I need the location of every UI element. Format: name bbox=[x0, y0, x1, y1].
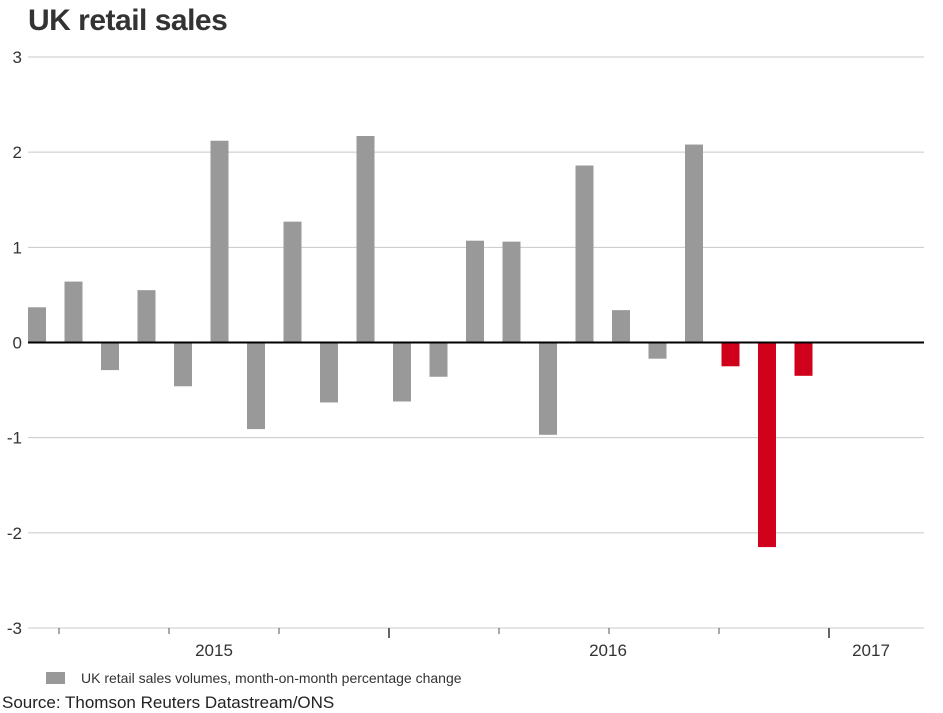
bar bbox=[685, 144, 703, 343]
legend-swatch bbox=[46, 672, 65, 684]
bar bbox=[28, 307, 46, 343]
legend-label: UK retail sales volumes, month-on-month … bbox=[81, 670, 462, 686]
x-year-label: 2016 bbox=[589, 641, 627, 660]
x-year-label: 2017 bbox=[852, 641, 890, 660]
bar bbox=[575, 165, 594, 343]
bar bbox=[758, 342, 776, 548]
bar bbox=[648, 342, 667, 359]
y-tick-label: 3 bbox=[13, 48, 22, 67]
bar bbox=[64, 281, 83, 343]
x-year-label: 2015 bbox=[195, 641, 233, 660]
bar bbox=[137, 290, 156, 343]
bar bbox=[393, 342, 411, 402]
bar bbox=[429, 342, 448, 377]
bar bbox=[283, 221, 302, 343]
bar bbox=[356, 135, 375, 343]
y-axis-ticks: 3 2 1 0 -1 -2 -3 bbox=[7, 48, 22, 638]
bar bbox=[794, 342, 813, 376]
bar bbox=[174, 342, 192, 387]
bar bbox=[247, 342, 265, 430]
bar bbox=[612, 310, 630, 343]
chart-title: UK retail sales bbox=[28, 4, 228, 37]
bar bbox=[320, 342, 338, 403]
y-tick-label: 1 bbox=[13, 238, 22, 257]
bar bbox=[101, 342, 119, 371]
y-tick-label: 0 bbox=[13, 334, 22, 353]
bar bbox=[721, 342, 740, 367]
y-tick-label: -1 bbox=[7, 429, 22, 448]
bar bbox=[210, 140, 229, 343]
bar bbox=[466, 240, 484, 343]
legend: UK retail sales volumes, month-on-month … bbox=[46, 668, 462, 688]
bar bbox=[539, 342, 557, 435]
bars bbox=[28, 135, 813, 548]
source-note: Source: Thomson Reuters Datastream/ONS bbox=[2, 693, 335, 712]
bar bbox=[502, 241, 521, 343]
y-tick-label: -2 bbox=[7, 524, 22, 543]
y-tick-label: -3 bbox=[7, 619, 22, 638]
x-axis: 2015 2016 2017 bbox=[58, 628, 890, 660]
y-tick-label: 2 bbox=[13, 143, 22, 162]
